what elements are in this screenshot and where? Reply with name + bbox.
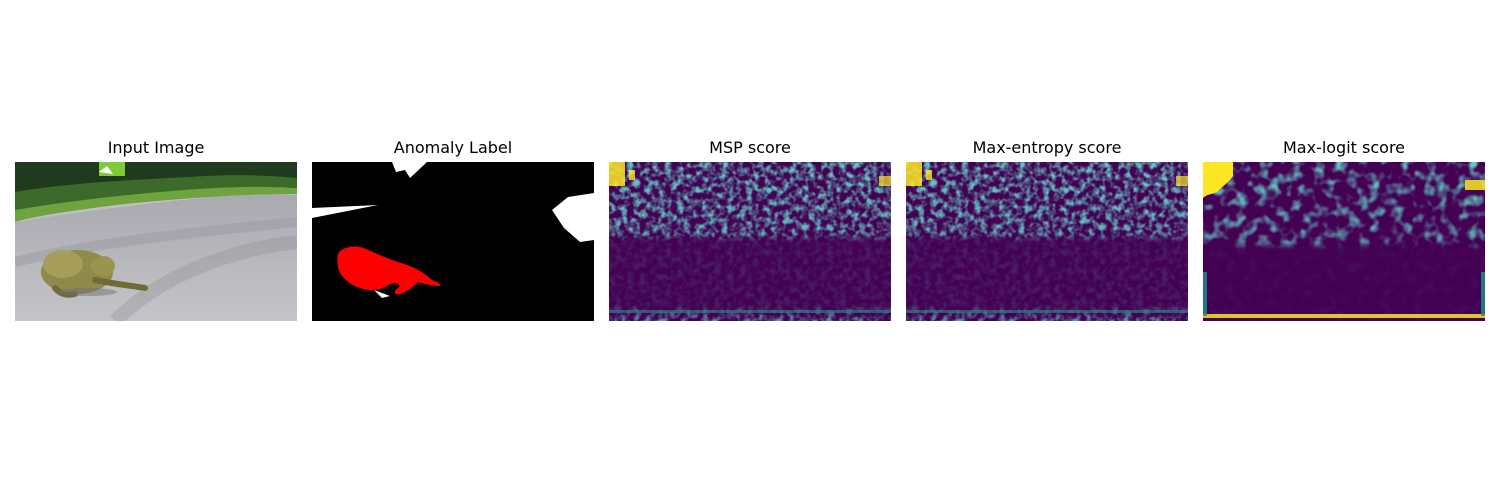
max-entropy-score-heatmap xyxy=(906,162,1188,321)
title-anomaly-label: Anomaly Label xyxy=(393,138,513,157)
title-input-image: Input Image xyxy=(107,138,205,157)
max-entropy-score-panel xyxy=(906,162,1188,321)
msp-score-panel xyxy=(609,162,891,321)
title-msp-score: MSP score xyxy=(709,138,791,157)
input-image-panel xyxy=(15,162,297,321)
input-image xyxy=(15,162,297,321)
msp-score-heatmap xyxy=(609,162,891,321)
max-logit-score-heatmap xyxy=(1203,162,1485,321)
anomaly-label-panel xyxy=(312,162,594,321)
title-max-entropy-score: Max-entropy score xyxy=(972,138,1122,157)
anomaly-label-mask xyxy=(312,162,594,321)
max-logit-score-panel xyxy=(1203,162,1485,321)
title-max-logit-score: Max-logit score xyxy=(1282,138,1406,157)
